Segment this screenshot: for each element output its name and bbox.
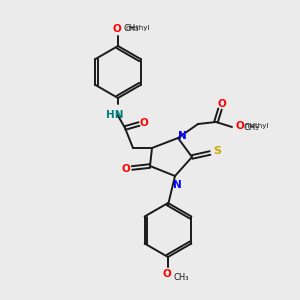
Text: O: O xyxy=(122,164,130,174)
Text: CH₃: CH₃ xyxy=(244,122,260,131)
Text: O: O xyxy=(112,24,122,34)
Text: O: O xyxy=(218,99,226,109)
Text: O: O xyxy=(235,121,244,131)
Text: CH₃: CH₃ xyxy=(173,272,188,281)
Text: O: O xyxy=(163,269,171,279)
Text: S: S xyxy=(213,146,221,156)
Text: HN: HN xyxy=(106,110,124,120)
Text: N: N xyxy=(172,180,182,190)
Text: O: O xyxy=(140,118,148,128)
Text: methyl: methyl xyxy=(244,123,268,129)
Text: CH₃: CH₃ xyxy=(123,24,139,33)
Text: methyl: methyl xyxy=(125,25,149,31)
Text: N: N xyxy=(178,131,186,141)
